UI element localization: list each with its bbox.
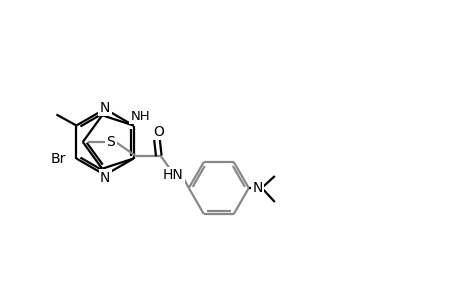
Text: S: S [106, 135, 115, 149]
Text: N: N [100, 101, 110, 115]
Text: HN: HN [162, 168, 183, 182]
Text: N: N [252, 181, 263, 195]
Text: N: N [100, 171, 110, 185]
Text: NH: NH [130, 110, 150, 123]
Text: O: O [153, 125, 164, 139]
Text: Br: Br [50, 152, 66, 166]
